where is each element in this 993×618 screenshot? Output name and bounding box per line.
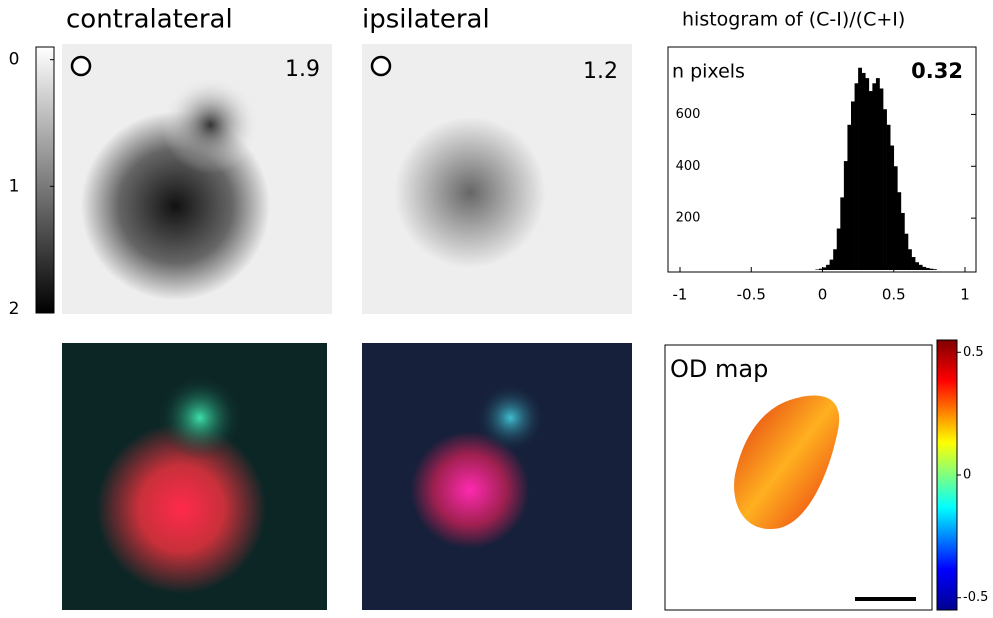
tick-label: 1 [9,176,20,196]
x-tick-label: -1 [673,286,688,304]
marker [372,57,390,75]
bar [912,257,916,270]
tick-label: 2 [9,299,20,319]
bar [904,234,908,270]
y-tick-label: 600 [676,107,701,122]
bar [919,265,923,270]
ipsilateral-image [362,44,632,314]
tick-label: -0.5 [963,590,988,605]
bar [922,267,926,270]
x-tick-label: 0 [818,286,828,304]
bar [894,166,898,270]
bar [933,269,937,270]
max-value: 1.9 [285,57,320,82]
tick-label: 0 [963,468,971,483]
y-label: n pixels [672,61,745,83]
bar [855,83,859,270]
bar [872,83,876,270]
bar [826,265,830,270]
y-tick-label: 200 [676,211,701,226]
bar [833,249,837,270]
bar [915,262,919,270]
bar [819,269,823,270]
bar [926,268,930,270]
bar [929,269,933,270]
bar [880,88,884,270]
tick-label: 0.5 [963,345,984,360]
bar [890,146,894,270]
bar [869,91,873,270]
y-tick-label: 400 [676,159,701,174]
images [36,44,976,610]
bar [844,161,848,270]
contralateral-image-overlay [62,44,332,314]
bar [837,229,841,270]
ipsilateral-color-overlay [362,343,632,610]
bar [830,260,834,270]
bar [858,68,862,270]
figure: contralateral 1.9 ipsilateral 1.2 histog… [0,0,993,614]
od-colorbar [937,340,957,610]
bar [865,78,869,270]
tick-label: 0 [9,50,20,70]
bar [908,249,912,270]
grayscale-bar [36,47,54,313]
x-tick-label: 0.5 [882,286,906,304]
marker [72,57,90,75]
x-tick-label: -0.5 [737,286,766,304]
max-value: 1.2 [583,59,618,84]
bar [815,269,819,270]
x-tick-label: 1 [960,286,970,304]
bar [840,197,844,270]
bar [876,78,880,270]
panel-title: ipsilateral [362,5,490,35]
bar [862,73,866,270]
bar [851,101,855,270]
bar [897,192,901,270]
panel-title: contralateral [66,5,233,35]
bar [883,109,887,270]
bar [887,125,891,270]
bar [847,125,851,270]
od-map-title: OD map [670,355,768,383]
histogram-title: histogram of (C-I)/(C+I) [682,9,905,31]
bar [901,213,905,270]
bar [823,267,827,270]
annotation: 0.32 [911,59,963,83]
contralateral-color-overlay [62,343,327,610]
